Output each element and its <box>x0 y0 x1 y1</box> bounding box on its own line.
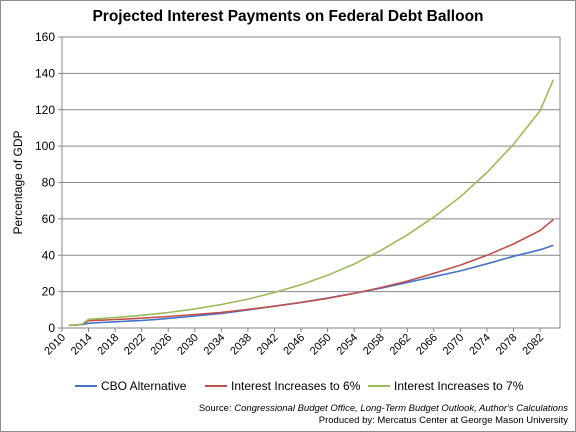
y-tick-label: 40 <box>42 248 56 262</box>
y-tick-label: 20 <box>42 285 56 299</box>
y-tick-label: 60 <box>42 212 56 226</box>
source-text: Congressional Budget Office, Long-Term B… <box>234 403 568 414</box>
produced-by-note: Produced by: Mercatus Center at George M… <box>318 415 568 426</box>
x-tick-label: 2074 <box>467 332 493 358</box>
x-tick-label: 2050 <box>308 332 334 358</box>
x-tick-label: 2078 <box>494 332 520 358</box>
x-tick-label: 2034 <box>202 332 228 358</box>
legend-label: Interest Increases to 7% <box>394 379 524 393</box>
x-tick-label: 2014 <box>69 332 95 358</box>
legend-label: CBO Alternative <box>101 379 187 393</box>
x-tick-label: 2042 <box>255 332 281 358</box>
x-tick-label: 2062 <box>388 332 414 358</box>
x-tick-label: 2058 <box>361 332 387 358</box>
x-tick-label: 2066 <box>414 332 440 358</box>
y-tick-label: 160 <box>35 30 55 44</box>
y-tick-label: 100 <box>35 139 55 153</box>
y-axis-label: Percentage of GDP <box>11 130 25 234</box>
legend-label: Interest Increases to 6% <box>231 379 361 393</box>
x-tick-label: 2082 <box>520 332 546 358</box>
chart-title: Projected Interest Payments on Federal D… <box>92 8 484 25</box>
y-tick-label: 120 <box>35 103 55 117</box>
y-tick-label: 140 <box>35 66 55 80</box>
series-line <box>68 218 554 327</box>
x-tick-label: 2038 <box>228 332 254 358</box>
x-tick-label: 2018 <box>95 332 121 358</box>
x-tick-label: 2022 <box>122 332 148 358</box>
series-line <box>68 79 555 327</box>
x-tick-label: 2070 <box>441 332 467 358</box>
x-tick-label: 2054 <box>334 332 360 358</box>
source-prefix: Source: <box>198 403 235 414</box>
y-tick-label: 0 <box>48 321 55 335</box>
x-tick-label: 2026 <box>149 332 175 358</box>
source-note: Source: Congressional Budget Office, Lon… <box>199 403 568 414</box>
x-tick-label: 2046 <box>281 332 307 358</box>
x-tick-label: 2010 <box>42 332 68 358</box>
x-tick-label: 2030 <box>175 332 201 358</box>
y-tick-label: 80 <box>42 176 56 190</box>
